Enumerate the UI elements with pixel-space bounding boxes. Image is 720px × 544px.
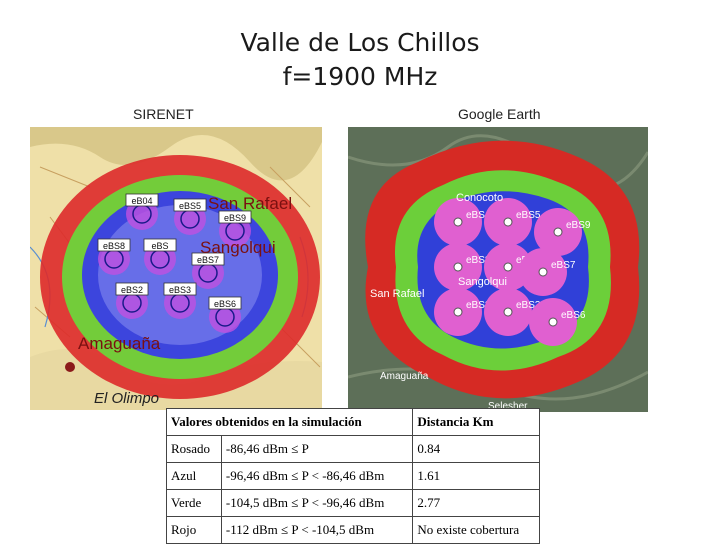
zone-name: Rosado <box>166 435 222 463</box>
base-station-marker: eBS9 <box>534 208 591 256</box>
station-label: eBS7 <box>551 260 576 271</box>
base-station-marker: eBS9 <box>218 210 252 247</box>
station-label: eBS8 <box>466 255 491 266</box>
place-label: Selesher <box>488 401 528 412</box>
base-station-marker: eBS4 <box>434 198 491 246</box>
table-header-row: Valores obtenidos en la simulación Dista… <box>165 408 540 436</box>
power-range: -96,46 dBm ≤ P < -86,46 dBm <box>220 462 414 490</box>
station-label: eBS5 <box>179 201 201 211</box>
zone-name: Azul <box>166 462 222 490</box>
base-station-marker: eBS <box>143 238 177 275</box>
base-station-marker: eBS5 <box>173 198 207 235</box>
place-label: Amaguaña <box>78 334 161 353</box>
base-station-marker: eBS8 <box>434 243 491 291</box>
base-station-marker: eBS6 <box>529 298 586 346</box>
station-label: eBS7 <box>197 255 219 265</box>
station-label: eBS9 <box>566 220 591 231</box>
location-pin-icon <box>65 362 75 372</box>
table-row: Azul -96,46 dBm ≤ P < -86,46 dBm 1.61 <box>166 462 540 490</box>
station-label: eBS5 <box>516 210 541 221</box>
zone-name: Rojo <box>166 516 222 544</box>
table-row: Rojo -112 dBm ≤ P < -104,5 dBm No existe… <box>166 516 540 544</box>
place-label: San Rafael <box>208 194 292 213</box>
place-label: El Olimpo <box>94 390 159 407</box>
power-range: -104,5 dBm ≤ P < -96,46 dBm <box>220 489 414 517</box>
table-row: Rosado -86,46 dBm ≤ P 0.84 <box>166 435 540 463</box>
distance-value: 1.61 <box>412 462 540 490</box>
station-label: eBS8 <box>103 241 125 251</box>
station-label: eBS2 <box>121 285 143 295</box>
station-label: eBS6 <box>214 299 236 309</box>
base-station-marker: eBS3 <box>484 288 541 336</box>
station-label: eBS4 <box>466 210 491 221</box>
station-label: eBS3 <box>169 285 191 295</box>
distance-value: 2.77 <box>412 489 540 517</box>
column-header: Valores obtenidos en la simulación <box>165 408 414 436</box>
place-label: Amaguaña <box>380 371 429 382</box>
power-range: -112 dBm ≤ P < -104,5 dBm <box>220 516 414 544</box>
distance-value: 0.84 <box>412 435 540 463</box>
base-station-marker: eBS5 <box>484 198 541 246</box>
base-station-marker: eBS3 <box>163 282 197 319</box>
station-label: eB04 <box>131 196 152 206</box>
caption-google-earth: Google Earth <box>458 106 541 122</box>
station-label: eBS9 <box>224 213 246 223</box>
sirenet-coverage-map: eB04 eBS5 eBS9 eBS8 eBS eBS7 eBS2 eBS3 eBS6 San … <box>30 127 322 410</box>
base-station-marker: eBS7 <box>191 252 225 289</box>
title-line-1: Valle de Los Chillos <box>240 28 480 57</box>
column-header: Distancia Km <box>412 408 540 436</box>
station-label: eBS <box>151 241 168 251</box>
simulation-results-table: Valores obtenidos en la simulación Dista… <box>165 408 540 544</box>
place-label: Sangolqui <box>200 238 276 257</box>
zone-name: Verde <box>166 489 222 517</box>
station-label: eBS6 <box>561 310 586 321</box>
title-line-2: f=1900 MHz <box>282 62 438 91</box>
place-label: San Rafael <box>370 288 424 300</box>
power-range: -86,46 dBm ≤ P <box>220 435 414 463</box>
station-label: eBS3 <box>516 300 541 311</box>
google-earth-coverage-map: eBS4eBS5eBS9eBS8eBSeBS7eBS2eBS3eBS6 Cono… <box>348 127 648 412</box>
place-label: Sangolqui <box>458 276 507 288</box>
base-station-marker: eBS2 <box>434 288 491 336</box>
caption-sirenet: SIRENET <box>133 106 194 122</box>
distance-value: No existe cobertura <box>412 516 540 544</box>
base-station-marker: eBS6 <box>208 296 242 333</box>
base-station-marker: eBS8 <box>97 238 131 275</box>
station-label: eBS2 <box>466 300 491 311</box>
table-row: Verde -104,5 dBm ≤ P < -96,46 dBm 2.77 <box>166 489 540 517</box>
base-station-marker: eB04 <box>125 193 159 230</box>
base-station-marker: eBS2 <box>115 282 149 319</box>
place-label: Conocoto <box>456 192 503 204</box>
base-station-marker: eBS7 <box>519 248 576 296</box>
